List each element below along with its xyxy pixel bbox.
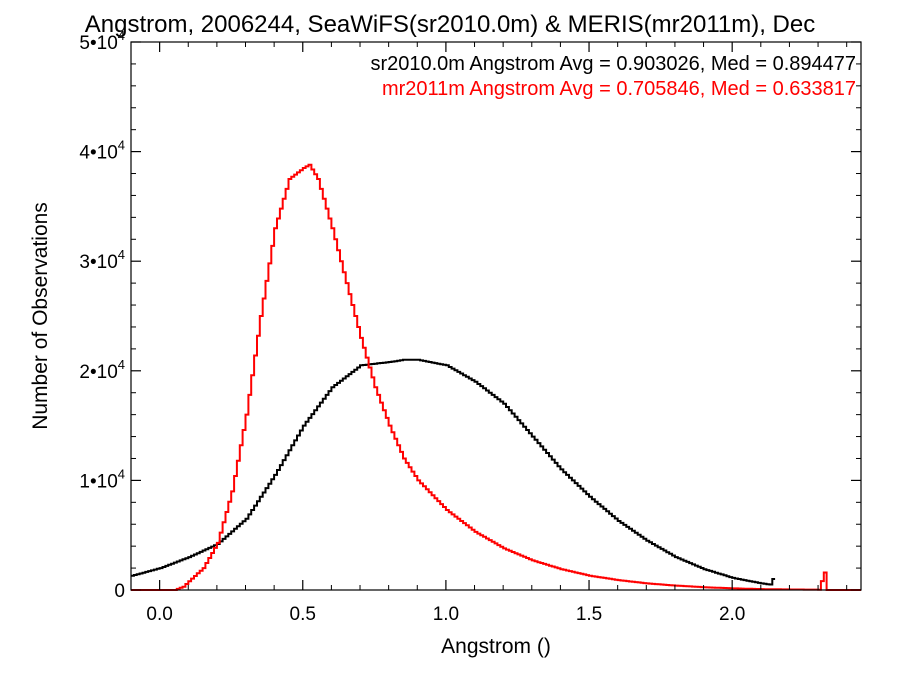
- ticks-layer: 0.0 0.5 1.0 1.5 2.0 0 1•104 2•104 3•104 4•104 5•10…: [79, 28, 861, 625]
- chart-title: Angstrom, 2006244, SeaWiFS(sr2010.0m) & …: [85, 11, 815, 38]
- x-axis-label: Angstrom (): [441, 635, 551, 658]
- series-line-1: [131, 163, 861, 591]
- x-tick-label: 0.5: [290, 604, 316, 625]
- x-tick-label: 2.0: [719, 604, 745, 625]
- x-tick-label: 1.5: [576, 604, 602, 625]
- series-line-0: [131, 358, 776, 586]
- y-axis-label: Number of Observations: [29, 202, 52, 430]
- plot-frame: [130, 41, 862, 591]
- y-tick-label: 3•104: [79, 247, 125, 273]
- x-tick-label: 1.0: [433, 604, 459, 625]
- y-tick-label: 5•104: [79, 28, 125, 54]
- y-tick-label: 0: [114, 581, 125, 602]
- x-tick-label: 0.0: [146, 604, 172, 625]
- y-tick-label: 4•104: [79, 138, 125, 164]
- y-tick-label: 1•104: [79, 466, 125, 492]
- series-layer: [131, 163, 861, 591]
- y-tick-label: 2•104: [79, 357, 125, 383]
- red-series-stats-annotation: mr2011m Angstrom Avg = 0.705846, Med = 0…: [382, 78, 856, 100]
- black-series-stats-annotation: sr2010.0m Angstrom Avg = 0.903026, Med =…: [370, 53, 856, 75]
